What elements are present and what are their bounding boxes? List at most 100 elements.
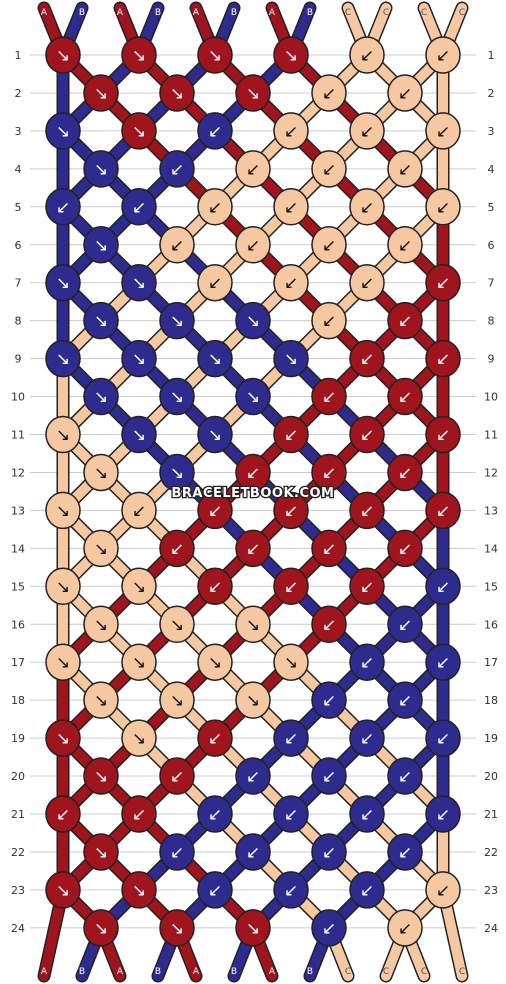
knot: ↘ xyxy=(121,719,157,757)
bottom-thread-label: A xyxy=(41,967,48,977)
row-label-left: 7 xyxy=(15,277,22,290)
knot-arrow-icon: ↙ xyxy=(322,843,336,863)
knot: ↙ xyxy=(349,491,385,530)
knot: ↘ xyxy=(197,415,233,454)
knot-arrow-icon: ↘ xyxy=(284,46,298,66)
knot-oval xyxy=(387,681,423,719)
row-label-right: 17 xyxy=(484,656,498,669)
knot-arrow-icon: ↘ xyxy=(94,767,108,787)
knot-arrow-icon: ↘ xyxy=(208,350,222,370)
top-thread-label: C xyxy=(421,8,427,18)
knot-oval xyxy=(349,795,385,833)
knot-arrow-icon: ↙ xyxy=(360,501,374,521)
knot: ↙ xyxy=(235,757,271,795)
knot-arrow-icon: ↘ xyxy=(94,691,108,711)
knot-oval xyxy=(121,567,157,606)
bottom-thread-label: A xyxy=(117,967,124,977)
knot: ↘ xyxy=(197,36,233,74)
knot-oval xyxy=(311,226,347,264)
knot-oval xyxy=(159,226,195,264)
knot-oval xyxy=(387,301,423,340)
knot-oval xyxy=(121,871,157,909)
knot-arrow-icon: ↙ xyxy=(284,805,298,825)
knot-arrow-icon: ↘ xyxy=(208,653,222,673)
knot-arrow-icon: ↘ xyxy=(246,919,260,939)
knot-oval xyxy=(235,529,271,568)
knot-oval xyxy=(197,188,233,226)
knot-arrow-icon: ↘ xyxy=(246,615,260,635)
knot-arrow-icon: ↘ xyxy=(94,160,108,180)
knot-oval xyxy=(311,74,347,112)
knot-oval xyxy=(45,871,81,909)
knot-arrow-icon: ↙ xyxy=(132,501,146,521)
knot-arrow-icon: ↘ xyxy=(170,388,184,408)
knot: ↙ xyxy=(121,795,157,833)
knot: ↘ xyxy=(235,681,271,719)
knot: ↘ xyxy=(159,74,195,112)
knot: ↙ xyxy=(349,719,385,757)
knot: ↘ xyxy=(159,377,195,416)
knot-arrow-icon: ↙ xyxy=(322,312,336,332)
knot-layer: ↘ ↘ ↘ ↘ ↙ ↙ ↘ ↘ ↘ ↙ ↙ ↘ ↘ ↙ ↙ ↙ ↙ ↘ ↙ ↙ ↙ ↙ ↙ ↙ ↙ ↙ ↙ ↙ ↘ ↙ ↙ ↙ ↙ ↘ ↘ ↙ ↙ ↙ ↙ ↘… xyxy=(45,36,461,947)
knot-oval xyxy=(273,491,309,530)
knot-oval xyxy=(121,795,157,833)
knot-arrow-icon: ↙ xyxy=(398,160,412,180)
knot-oval xyxy=(387,453,423,492)
knot: ↘ xyxy=(121,567,157,606)
top-thread-label: A xyxy=(193,8,200,18)
knot: ↘ xyxy=(159,605,195,643)
knot-oval xyxy=(121,188,157,226)
knot: ↙ xyxy=(273,491,309,530)
row-label-left: 9 xyxy=(15,353,22,366)
knot: ↘ xyxy=(83,453,119,492)
knot-arrow-icon: ↘ xyxy=(56,350,70,370)
knot-arrow-icon: ↙ xyxy=(436,350,450,370)
knot-arrow-icon: ↙ xyxy=(246,539,260,559)
row-label-right: 22 xyxy=(484,846,498,859)
knot-oval xyxy=(349,719,385,757)
knot-oval xyxy=(159,909,195,947)
knot-arrow-icon: ↙ xyxy=(284,577,298,597)
knot-arrow-icon: ↙ xyxy=(208,122,222,142)
knot-arrow-icon: ↘ xyxy=(132,274,146,294)
knot-arrow-icon: ↘ xyxy=(94,84,108,104)
knot: ↘ xyxy=(83,301,119,340)
knot: ↘ xyxy=(235,377,271,416)
knot: ↙ xyxy=(311,453,347,492)
knot-oval xyxy=(311,833,347,871)
knot-arrow-icon: ↘ xyxy=(132,577,146,597)
knot: ↙ xyxy=(425,871,461,909)
knot: ↙ xyxy=(311,74,347,112)
knot-oval xyxy=(387,226,423,264)
knot-oval xyxy=(121,491,157,530)
knot-arrow-icon: ↘ xyxy=(170,84,184,104)
knot-oval xyxy=(387,757,423,795)
knot-oval xyxy=(45,719,81,757)
knot-oval xyxy=(159,833,195,871)
knot: ↙ xyxy=(121,188,157,226)
knot-arrow-icon: ↙ xyxy=(208,881,222,901)
knot-oval xyxy=(45,36,81,74)
knot-oval xyxy=(197,263,233,302)
row-label-left: 12 xyxy=(11,466,25,479)
knot: ↙ xyxy=(387,681,423,719)
knot-oval xyxy=(311,150,347,188)
row-label-right: 2 xyxy=(488,87,495,100)
top-thread-label: C xyxy=(459,8,465,18)
knot-arrow-icon: ↙ xyxy=(284,274,298,294)
knot: ↙ xyxy=(349,567,385,606)
row-label-left: 6 xyxy=(15,239,22,252)
row-label-right: 13 xyxy=(484,504,498,517)
knot-arrow-icon: ↘ xyxy=(284,350,298,370)
knot: ↘ xyxy=(273,339,309,378)
knot: ↘ xyxy=(83,833,119,871)
knot-arrow-icon: ↘ xyxy=(246,84,260,104)
knot: ↙ xyxy=(349,795,385,833)
knot: ↙ xyxy=(387,226,423,264)
knot-arrow-icon: ↙ xyxy=(208,274,222,294)
knot: ↙ xyxy=(45,795,81,833)
bottom-thread-label: C xyxy=(383,967,389,977)
knot: ↙ xyxy=(235,453,271,492)
knot-oval xyxy=(121,112,157,150)
knot: ↙ xyxy=(425,36,461,74)
